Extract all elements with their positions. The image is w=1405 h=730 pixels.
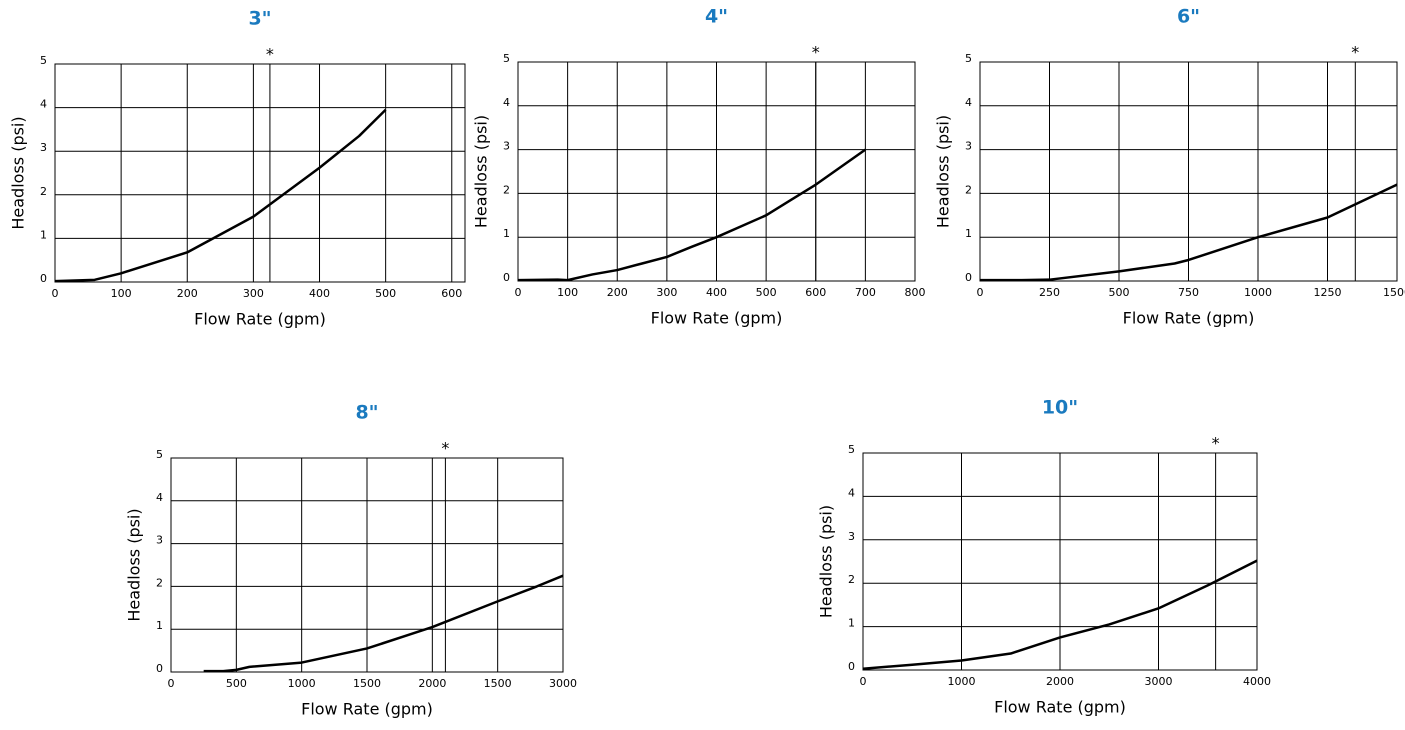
x-axis-label: Flow Rate (gpm) (1123, 309, 1255, 328)
y-tick-label: 4 (965, 96, 972, 109)
x-tick-label: 2000 (1046, 675, 1074, 688)
y-axis-label: Headloss (psi) (9, 116, 28, 229)
y-tick-label: 5 (503, 52, 510, 65)
y-tick-label: 5 (848, 443, 855, 456)
y-tick-label: 1 (156, 619, 163, 632)
y-tick-label: 0 (156, 662, 163, 675)
y-tick-label: 2 (503, 183, 510, 196)
x-tick-label: 700 (855, 286, 876, 299)
y-axis-label: Headloss (psi) (472, 115, 491, 228)
y-tick-label: 4 (40, 98, 47, 111)
x-tick-label: 800 (905, 286, 926, 299)
x-axis-label: Flow Rate (gpm) (994, 698, 1126, 717)
y-tick-label: 0 (965, 271, 972, 284)
x-tick-label: 200 (177, 287, 198, 300)
plot-frame (170, 457, 564, 673)
x-tick-label: 0 (860, 675, 867, 688)
max-flow-marker: * (266, 45, 274, 64)
x-tick-label: 100 (557, 286, 578, 299)
x-tick-label: 500 (756, 286, 777, 299)
x-tick-label: 0 (515, 286, 522, 299)
x-tick-label: 1000 (948, 675, 976, 688)
x-tick-label: 3000 (1145, 675, 1173, 688)
chart-title: 10" (1042, 397, 1078, 419)
chart-title: 3" (248, 8, 271, 30)
headloss-line (517, 148, 867, 282)
x-tick-label: 200 (607, 286, 628, 299)
x-tick-label: 300 (243, 287, 264, 300)
x-tick-label: 300 (656, 286, 677, 299)
y-tick-label: 1 (848, 617, 855, 630)
max-flow-marker: * (1351, 43, 1359, 62)
x-tick-label: 500 (1109, 286, 1130, 299)
y-axis-label: Headloss (psi) (125, 508, 144, 621)
x-axis-label: Flow Rate (gpm) (651, 309, 783, 328)
max-flow-marker: * (1212, 434, 1220, 453)
y-tick-label: 0 (503, 271, 510, 284)
y-tick-label: 4 (848, 486, 855, 499)
x-tick-label: 3000 (549, 677, 577, 690)
y-tick-label: 3 (848, 530, 855, 543)
x-axis-label: Flow Rate (gpm) (301, 700, 433, 719)
y-tick-label: 1 (965, 227, 972, 240)
x-tick-label: 0 (168, 677, 175, 690)
x-tick-label: 600 (441, 287, 462, 300)
x-tick-label: 400 (706, 286, 727, 299)
x-tick-label: 1000 (288, 677, 316, 690)
x-tick-label: 0 (52, 287, 59, 300)
x-tick-label: 1500 (484, 677, 512, 690)
y-tick-label: 2 (40, 185, 47, 198)
headloss-line (980, 183, 1398, 282)
y-tick-label: 4 (503, 96, 510, 109)
x-tick-label: 750 (1178, 286, 1199, 299)
y-tick-label: 1 (40, 228, 47, 241)
x-tick-label: 1250 (1314, 286, 1342, 299)
x-tick-label: 1000 (1244, 286, 1272, 299)
plot-frame (54, 63, 466, 283)
y-tick-label: 3 (40, 141, 47, 154)
x-tick-label: 0 (977, 286, 984, 299)
y-tick-label: 2 (156, 576, 163, 589)
y-axis-label: Headloss (psi) (934, 115, 953, 228)
x-tick-label: 2000 (418, 677, 446, 690)
x-tick-label: 1500 (353, 677, 381, 690)
chart-title: 8" (355, 402, 378, 424)
y-tick-label: 5 (40, 54, 47, 67)
x-tick-label: 600 (805, 286, 826, 299)
y-tick-label: 3 (503, 140, 510, 153)
x-tick-label: 1500 (1383, 286, 1405, 299)
headloss-line (203, 574, 564, 673)
y-tick-label: 2 (965, 183, 972, 196)
x-tick-label: 500 (226, 677, 247, 690)
y-tick-label: 3 (156, 534, 163, 547)
y-axis-label: Headloss (psi) (817, 505, 836, 618)
x-tick-label: 100 (111, 287, 132, 300)
x-tick-label: 4000 (1243, 675, 1271, 688)
x-tick-label: 400 (309, 287, 330, 300)
max-flow-marker: * (812, 43, 820, 62)
plot-frame (517, 61, 916, 282)
y-tick-label: 0 (848, 660, 855, 673)
chart-title: 6" (1177, 6, 1200, 28)
y-tick-label: 4 (156, 491, 163, 504)
headloss-line (54, 108, 387, 283)
headloss-line (862, 559, 1258, 670)
x-axis-label: Flow Rate (gpm) (194, 310, 326, 329)
y-tick-label: 0 (40, 272, 47, 285)
x-tick-label: 250 (1039, 286, 1060, 299)
max-flow-marker: * (441, 439, 449, 458)
x-tick-label: 500 (375, 287, 396, 300)
chart-title: 4" (705, 6, 728, 28)
y-tick-label: 5 (156, 448, 163, 461)
y-tick-label: 5 (965, 52, 972, 65)
y-tick-label: 2 (848, 573, 855, 586)
y-tick-label: 3 (965, 140, 972, 153)
y-tick-label: 1 (503, 227, 510, 240)
plot-frame (979, 61, 1398, 282)
